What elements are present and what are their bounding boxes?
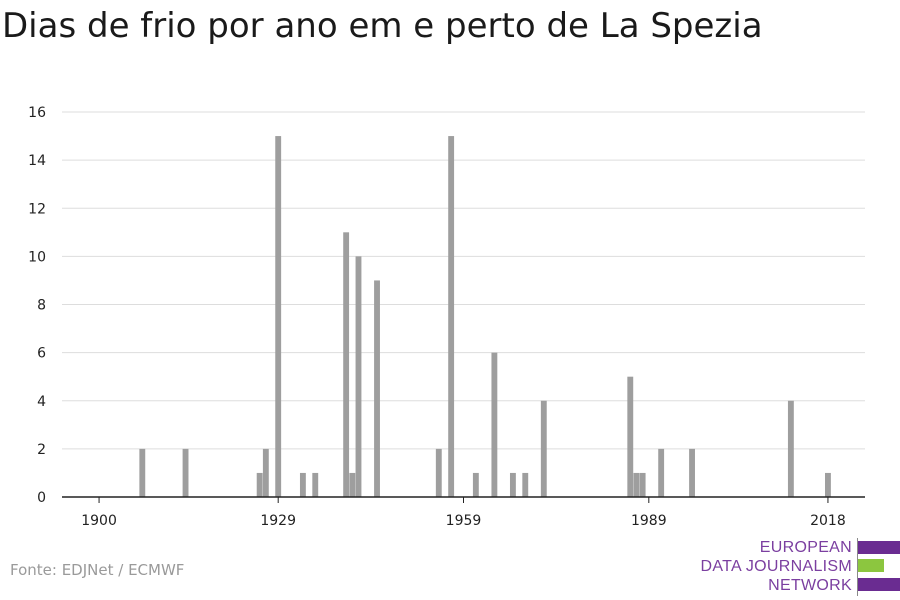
y-tick-label: 6 (37, 346, 46, 362)
y-tick-label: 16 (28, 105, 46, 121)
source-note: Fonte: EDJNet / ECMWF (10, 561, 185, 579)
y-tick-label: 12 (28, 201, 46, 217)
chart-title: Dias de frio por ano em e perto de La Sp… (2, 6, 763, 46)
bar (256, 472, 263, 497)
y-tick-label: 2 (37, 442, 46, 458)
bar (312, 472, 319, 497)
logo-line-2: DATA JOURNALISM (700, 558, 852, 575)
y-tick-label: 4 (37, 394, 46, 410)
logo-text: EUROPEAN DATA JOURNALISM NETWORK (701, 538, 852, 595)
logo-line-1: EUROPEAN (759, 539, 852, 556)
bars (139, 136, 831, 497)
x-axis-ticks: 1900 1929 1959 1989 2018 (81, 497, 846, 529)
bar (522, 472, 529, 497)
bar (299, 472, 306, 497)
bar (633, 472, 640, 497)
bar (787, 400, 794, 497)
bar (275, 136, 282, 497)
bar (343, 232, 350, 497)
bar (139, 448, 146, 497)
logo-divider (857, 538, 858, 596)
logo-bar-bottom (858, 578, 900, 591)
logo-line-3: NETWORK (768, 577, 852, 594)
bar (658, 448, 665, 497)
bar (448, 136, 455, 497)
logo-bar-top (858, 541, 900, 554)
y-tick-label: 14 (28, 153, 46, 169)
y-tick-label: 10 (28, 249, 46, 265)
x-tick-label: 1929 (260, 513, 296, 529)
y-tick-label: 8 (37, 298, 46, 314)
x-tick-label: 1959 (446, 513, 482, 529)
y-tick-label: 0 (37, 490, 46, 506)
x-tick-label: 2018 (810, 513, 846, 529)
bar (689, 448, 695, 497)
bar (627, 376, 634, 497)
bar (472, 472, 479, 497)
grid-lines (62, 111, 865, 450)
bar (349, 472, 356, 497)
edjnet-logo: EUROPEAN DATA JOURNALISM NETWORK (650, 538, 900, 596)
bar (491, 352, 498, 497)
bar (374, 280, 380, 497)
bar (825, 472, 831, 497)
bar (262, 448, 269, 497)
y-axis-ticks: 0 2 4 6 8 10 12 14 16 (28, 105, 46, 506)
x-tick-label: 1989 (631, 513, 667, 529)
x-tick-label: 1900 (81, 513, 117, 529)
logo-bar-middle (858, 559, 884, 572)
bar (639, 472, 646, 497)
bar (182, 448, 189, 497)
bar (435, 448, 442, 497)
bar (355, 256, 362, 497)
bar-chart: 0 2 4 6 8 10 12 14 16 1900 1929 1959 1989 2018 (28, 105, 865, 529)
bar (540, 400, 547, 497)
bar (509, 472, 516, 497)
